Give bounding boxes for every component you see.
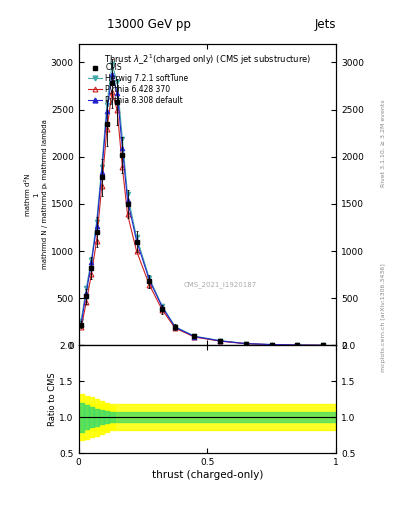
Text: Thrust $\lambda\_2^1$(charged only) (CMS jet substructure): Thrust $\lambda\_2^1$(charged only) (CMS… <box>104 53 311 67</box>
Text: Jets: Jets <box>314 18 336 31</box>
Text: Rivet 3.1.10, ≥ 3.2M events: Rivet 3.1.10, ≥ 3.2M events <box>381 99 386 187</box>
Text: mcplots.cern.ch [arXiv:1306.3436]: mcplots.cern.ch [arXiv:1306.3436] <box>381 263 386 372</box>
Y-axis label: Ratio to CMS: Ratio to CMS <box>48 372 57 426</box>
X-axis label: thrust (charged-only): thrust (charged-only) <box>152 470 263 480</box>
Text: CMS_2021_I1920187: CMS_2021_I1920187 <box>184 282 257 288</box>
Text: 13000 GeV pp: 13000 GeV pp <box>107 18 191 31</box>
Y-axis label: mathrm d²N
1
mathrmd N / mathrmd pₜ mathrmd lambda: mathrm d²N 1 mathrmd N / mathrmd pₜ math… <box>25 119 48 269</box>
Legend: CMS, Herwig 7.2.1 softTune, Pythia 6.428 370, Pythia 8.308 default: CMS, Herwig 7.2.1 softTune, Pythia 6.428… <box>88 62 189 105</box>
